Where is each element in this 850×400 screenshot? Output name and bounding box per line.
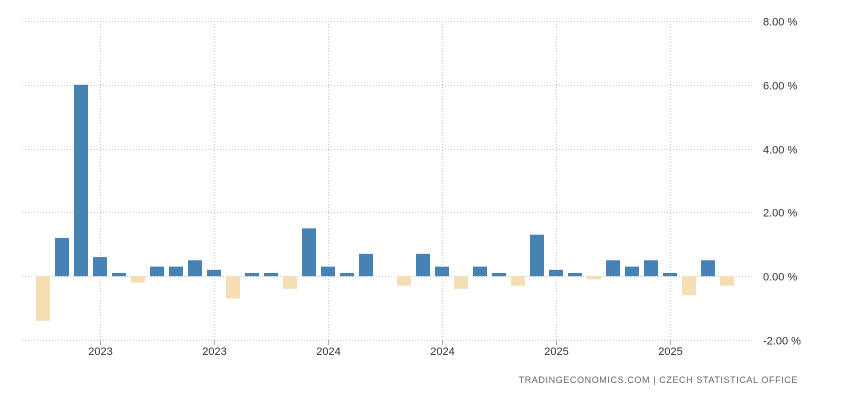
bar	[302, 228, 316, 277]
y-tick-label: 0.00 %	[763, 272, 797, 284]
bar	[701, 260, 715, 277]
axis-labels: 8.00 % 6.00 % 4.00 % 2.00 % 0.00 % -2.00 % 202…	[88, 17, 801, 359]
bar	[663, 273, 677, 277]
bar	[587, 276, 601, 280]
bar	[511, 276, 525, 286]
bar	[74, 84, 88, 277]
bar	[188, 260, 202, 277]
bar	[264, 273, 278, 277]
bar	[473, 266, 487, 277]
bar	[245, 273, 259, 277]
x-tick-label: 2023	[88, 346, 112, 358]
x-tick-label: 2024	[316, 346, 340, 358]
bar	[359, 253, 373, 277]
grid-lines	[22, 21, 752, 345]
bar	[93, 257, 107, 277]
x-tick-label: 2025	[544, 346, 568, 358]
bar	[397, 276, 411, 286]
bar	[36, 276, 50, 321]
x-tick-label: 2024	[430, 346, 454, 358]
y-tick-label: 4.00 %	[763, 145, 797, 157]
bars	[36, 84, 734, 321]
bar	[568, 273, 582, 277]
bar	[55, 237, 69, 277]
y-tick-label: -2.00 %	[763, 336, 801, 348]
bar	[606, 260, 620, 277]
bar	[340, 273, 354, 277]
bar	[435, 266, 449, 277]
bar	[150, 266, 164, 277]
bar	[454, 276, 468, 289]
bar	[625, 266, 639, 277]
bar	[720, 276, 734, 286]
bar	[207, 269, 221, 277]
bar	[416, 253, 430, 277]
bar	[549, 269, 563, 277]
bar	[644, 260, 658, 277]
bar	[131, 276, 145, 283]
x-tick-label: 2023	[202, 346, 226, 358]
y-tick-label: 8.00 %	[763, 17, 797, 29]
bar	[283, 276, 297, 289]
y-tick-label: 2.00 %	[763, 208, 797, 220]
bar	[492, 273, 506, 277]
bar	[112, 273, 126, 277]
bar	[682, 276, 696, 296]
source-attribution: TRADINGECONOMICS.COM | CZECH STATISTICAL…	[518, 375, 798, 385]
y-tick-label: 6.00 %	[763, 81, 797, 93]
bar	[321, 266, 335, 277]
bar	[530, 234, 544, 277]
x-tick-label: 2025	[658, 346, 682, 358]
bar	[226, 276, 240, 299]
bar	[169, 266, 183, 277]
